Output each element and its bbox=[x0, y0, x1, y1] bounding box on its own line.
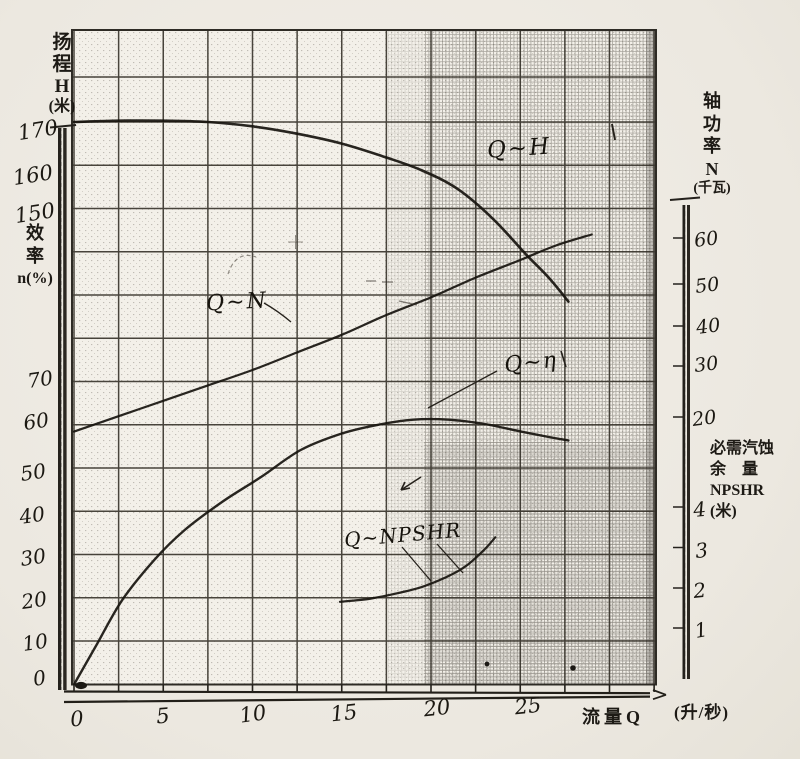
stray-mark-top-right bbox=[611, 123, 616, 141]
right-axis-bar bbox=[687, 205, 690, 679]
qeta-leader-line bbox=[427, 370, 498, 409]
n-axis-tick: 60 bbox=[693, 227, 720, 252]
curve-label-qh: Q~H bbox=[486, 134, 552, 164]
efficiency-axis-title: 效 率 n(%) bbox=[8, 222, 62, 290]
left-axis-top-tick bbox=[49, 124, 77, 129]
curve-q-h bbox=[72, 119, 570, 303]
npshr-axis-tick: 2 bbox=[691, 578, 707, 603]
curve-label-qeta: Q~η bbox=[503, 348, 558, 378]
head-axis-title: 扬 程 H (米) bbox=[42, 32, 82, 117]
ink-specks bbox=[75, 661, 576, 690]
n-axis-tick: 50 bbox=[694, 273, 721, 298]
x-axis-unit: (升/秒) bbox=[674, 703, 730, 722]
power-axis-unit: (千瓦) bbox=[693, 181, 731, 196]
scan-texture-transition bbox=[388, 30, 424, 685]
scan-texture-right-edge bbox=[646, 30, 656, 685]
curves bbox=[72, 119, 593, 686]
npshr-axis-tick: 1 bbox=[693, 617, 710, 643]
qn-leader-line bbox=[263, 302, 292, 323]
npshr-axis-title-line: 必需汽蚀 bbox=[710, 440, 775, 457]
h-axis-tick: 170 bbox=[16, 115, 59, 145]
curve-q-n bbox=[72, 233, 593, 433]
eff-axis-tick: 0 bbox=[32, 665, 48, 691]
eff-axis-tick: 70 bbox=[26, 366, 55, 393]
x-axis-title: 流量Q bbox=[582, 707, 645, 727]
eff-axis-tick: 30 bbox=[19, 544, 48, 571]
curve-q- bbox=[72, 417, 570, 686]
left-axis-bar bbox=[58, 128, 62, 690]
x-axis-tick: 5 bbox=[155, 703, 170, 728]
qnpshr-leader-lines bbox=[401, 543, 464, 582]
ink-speck bbox=[570, 665, 576, 671]
pencil-dashes bbox=[366, 280, 418, 306]
h-axis-tick: 160 bbox=[11, 160, 54, 190]
eff-axis-tick: 20 bbox=[19, 587, 49, 614]
head-axis-title-char: 扬 bbox=[52, 32, 72, 53]
eff-axis-title-char: 效 bbox=[26, 223, 44, 243]
axis-bars bbox=[49, 124, 701, 690]
curve-label-qn: Q~N bbox=[206, 288, 269, 316]
x-axis-tick: 10 bbox=[238, 700, 268, 727]
right-axis-ticks bbox=[673, 237, 684, 629]
pencil-dashed-arc bbox=[227, 254, 257, 275]
npshr-axis-title-line: 余 量 bbox=[710, 461, 759, 479]
head-axis-title-char: H bbox=[54, 76, 70, 98]
n-axis-tick: 30 bbox=[693, 352, 720, 377]
bottom-axis-line bbox=[63, 695, 651, 704]
ink-speck bbox=[75, 681, 87, 690]
x-axis-tick: 0 bbox=[69, 706, 84, 731]
eff-axis-tick: 50 bbox=[19, 459, 48, 486]
x-axis-tick: 25 bbox=[512, 693, 542, 720]
power-axis-title-char: 率 bbox=[703, 136, 721, 156]
x-axis-tick: 20 bbox=[421, 695, 451, 722]
small-arrow bbox=[400, 476, 422, 491]
eff-axis-unit: n(%) bbox=[17, 269, 53, 287]
npshr-axis-tick: 4 bbox=[691, 497, 707, 522]
ink-speck bbox=[484, 661, 490, 667]
bottom-axis-ticks bbox=[73, 684, 655, 692]
annotations bbox=[227, 123, 616, 582]
bottom-axis bbox=[63, 684, 667, 704]
npshr-axis-title: 必需汽蚀 余 量 NPSHR (米) bbox=[710, 438, 798, 522]
npshr-axis-unit: (米) bbox=[710, 503, 737, 521]
eff-axis-tick: 40 bbox=[17, 502, 47, 529]
right-axis-top-tick bbox=[669, 196, 701, 201]
scan-texture-horizontal-streaks bbox=[424, 442, 654, 684]
n-axis-tick: 40 bbox=[694, 314, 722, 339]
eff-axis-title-char: 率 bbox=[26, 246, 44, 267]
power-axis-title-char: 轴 bbox=[703, 91, 721, 111]
head-axis-title-char: 程 bbox=[52, 54, 72, 76]
pencil-cross-mark bbox=[288, 235, 303, 249]
eff-axis-tick: 10 bbox=[21, 629, 50, 656]
npshr-axis-tick: 3 bbox=[694, 538, 709, 563]
x-axis-tick: 15 bbox=[329, 700, 358, 727]
right-axis-bar bbox=[682, 205, 686, 679]
eff-axis-tick: 60 bbox=[22, 408, 51, 435]
plot-border bbox=[71, 29, 657, 686]
bottom-axis-line bbox=[63, 690, 651, 695]
axis-arrow bbox=[652, 689, 667, 701]
head-axis-unit: (米) bbox=[48, 98, 76, 116]
power-axis-title-char: 功 bbox=[703, 113, 721, 134]
n-axis-tick: 20 bbox=[690, 406, 718, 431]
npshr-axis-title-line: NPSHR bbox=[710, 482, 765, 500]
stray-mark-mid-right bbox=[560, 350, 567, 368]
curve-q-npshr bbox=[338, 536, 497, 603]
x-axis-minor-ticks bbox=[73, 684, 655, 692]
left-axis-bar bbox=[63, 128, 67, 690]
power-axis-title: 轴 功 率 N (千瓦) bbox=[680, 90, 744, 198]
power-axis-title-char: N bbox=[705, 158, 719, 179]
